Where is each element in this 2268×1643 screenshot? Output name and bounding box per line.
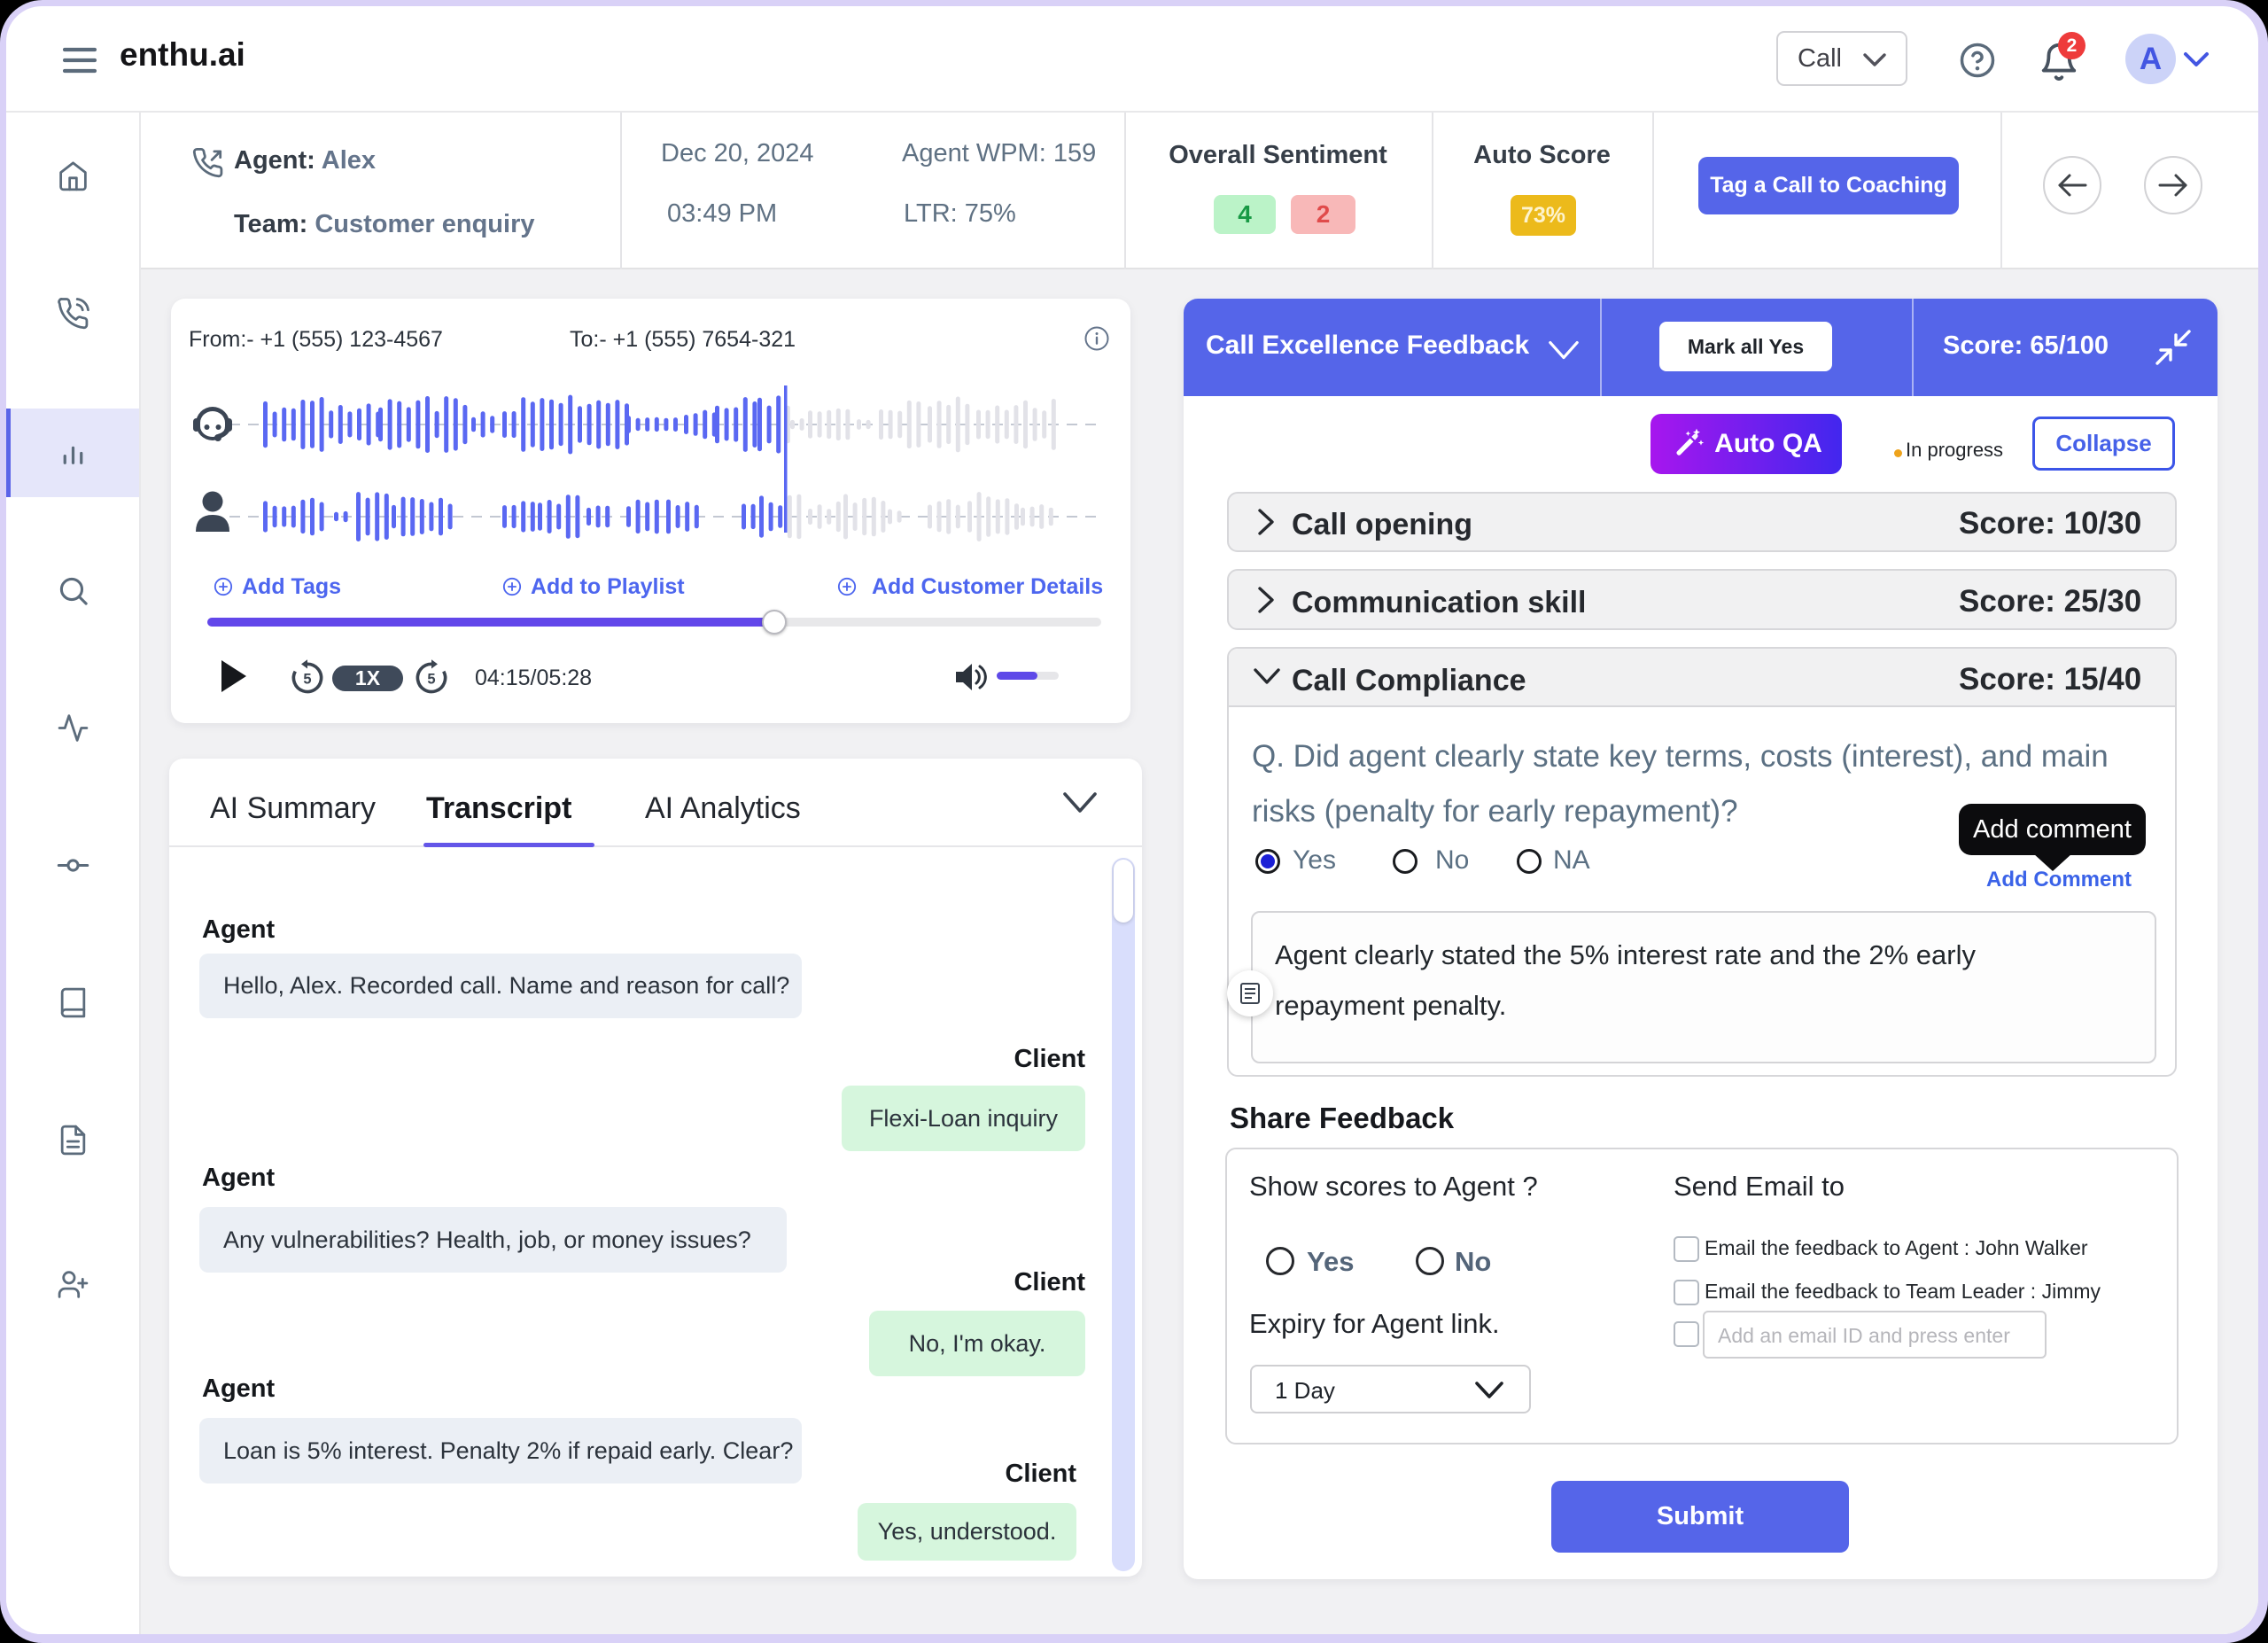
svg-text:5: 5: [303, 672, 311, 688]
svg-text:5: 5: [427, 672, 435, 688]
